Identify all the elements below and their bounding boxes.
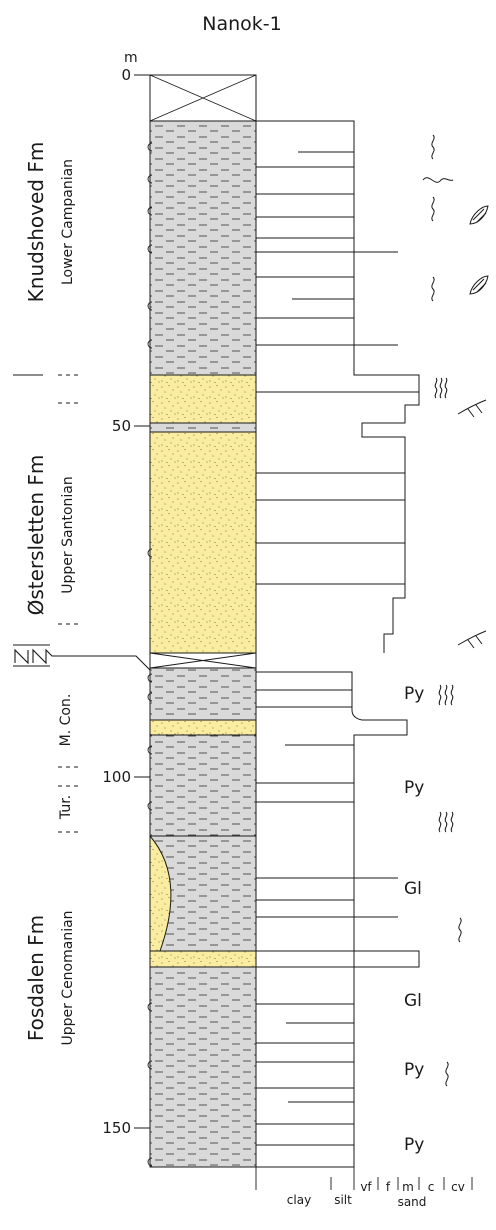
sandstone-bed-ostersletten	[149, 431, 257, 654]
stage-upper-cenomanian: Upper Cenomanian	[60, 910, 76, 1045]
burrow-icon	[431, 276, 435, 302]
grain-label-f: f	[386, 1180, 391, 1194]
depth-tick-label-100: 100	[102, 768, 131, 786]
lithology-column	[147, 74, 257, 1168]
grain-label-m: m	[402, 1180, 414, 1194]
unconformity-symbol	[13, 644, 151, 671]
depth-axis: m 0 50 100 150	[102, 50, 150, 1137]
formation-labels: Knudshoved Fm Lower Campanian Østerslett…	[24, 142, 76, 1046]
depth-tick-label-150: 150	[102, 1119, 131, 1137]
stage-middle-coniacian: M. Con.	[58, 694, 74, 747]
shell-icon	[469, 205, 489, 225]
bioturbation-icon	[438, 811, 454, 833]
mudstone-bed-turonian	[149, 734, 257, 837]
annotation-pyrite: Py	[404, 1060, 424, 1080]
annotation-glauconite: Gl	[404, 991, 422, 1011]
mudstone-bed-thin	[149, 422, 257, 433]
sedimentary-symbols	[422, 134, 489, 1087]
burrow-icon	[458, 917, 462, 943]
depth-tick-label-0: 0	[121, 66, 131, 84]
sandstone-bed-fosdalen	[149, 950, 257, 968]
depth-unit-label: m	[124, 50, 138, 66]
bioturbation-icon	[434, 377, 448, 399]
mudstone-bed-coniacian	[149, 667, 257, 721]
mineral-annotations: Py Py Gl Gl Py Py	[404, 684, 424, 1155]
grain-label-sand: sand	[398, 1195, 427, 1209]
no-recovery-interval-top	[149, 74, 257, 122]
cross-bedding-icon	[457, 630, 487, 649]
grain-size-profile	[255, 120, 420, 1168]
grain-label-c: c	[428, 1180, 435, 1194]
grain-label-cv: cv	[451, 1180, 465, 1194]
sandstone-bed	[149, 374, 257, 424]
stage-lower-campanian: Lower Campanian	[60, 159, 76, 285]
annotation-pyrite: Py	[404, 778, 424, 798]
grain-size-scale: clay silt vf f m c cv sand	[255, 1167, 473, 1209]
bioturbation-marks	[147, 142, 153, 1167]
burrow-icon	[445, 1061, 449, 1087]
mudstone-bed-knudshoved	[149, 120, 257, 376]
stage-upper-santonian: Upper Santonian	[60, 476, 76, 593]
annotation-glauconite: Gl	[404, 879, 422, 899]
depth-tick-label-50: 50	[112, 417, 131, 435]
cross-bedding-icon	[457, 399, 487, 418]
formation-name-knudshoved: Knudshoved Fm	[24, 142, 48, 303]
bioturbation-icon	[438, 684, 454, 706]
burrow-icon	[431, 134, 435, 160]
shell-icon	[469, 275, 489, 295]
formation-name-fosdalen: Fosdalen Fm	[24, 915, 48, 1041]
log-title: Nanok-1	[202, 13, 281, 35]
wavy-lamination-icon	[422, 177, 454, 183]
stage-turonian: Tur.	[58, 795, 74, 820]
annotation-pyrite: Py	[404, 1135, 424, 1155]
formation-name-ostersletten: Østersletten Fm	[24, 455, 48, 616]
grain-label-clay: clay	[287, 1193, 311, 1207]
mudstone-bed-fosdalen	[149, 966, 257, 1168]
no-recovery-interval-mid	[149, 652, 257, 669]
burrow-icon	[431, 196, 435, 222]
boundary-markers	[13, 374, 78, 833]
annotation-pyrite: Py	[404, 684, 424, 704]
grain-label-silt: silt	[334, 1193, 352, 1207]
grain-label-vf: vf	[360, 1180, 372, 1194]
sandstone-bed-thin	[149, 719, 257, 736]
